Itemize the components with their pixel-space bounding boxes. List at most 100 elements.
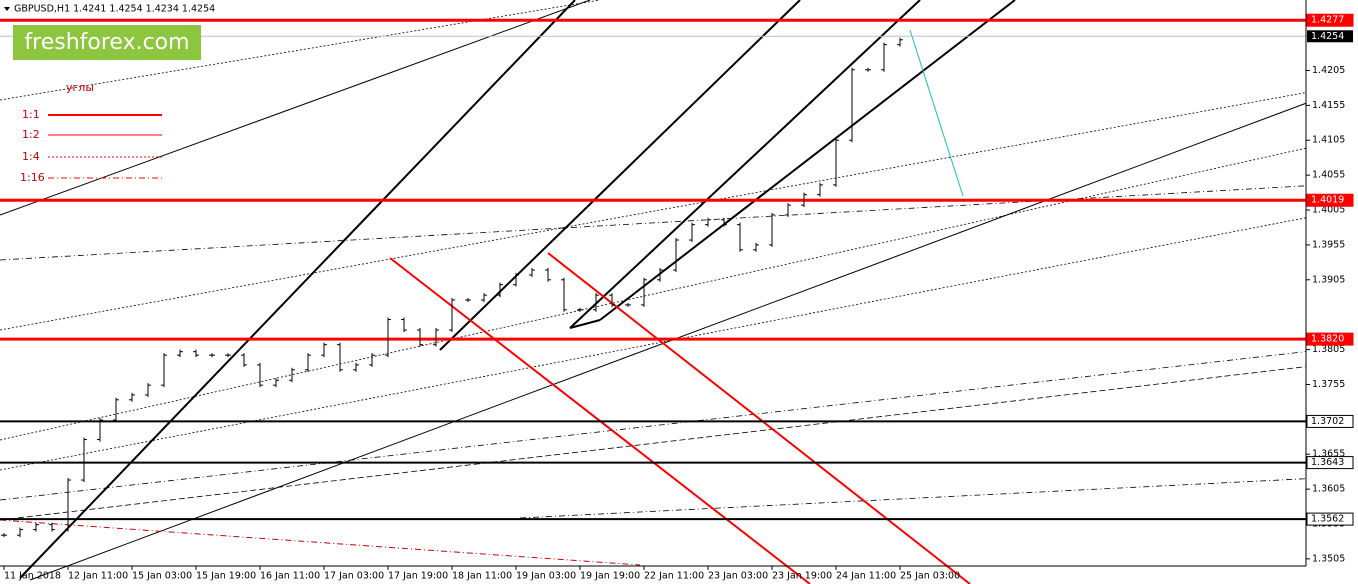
x-tick-label: 23 Jan 19:00 — [772, 571, 832, 582]
price-bar — [497, 282, 503, 298]
y-tick-label: 1.3905 — [1312, 274, 1345, 285]
x-tick-label: 23 Jan 03:00 — [708, 571, 768, 582]
level-label-box — [1306, 512, 1354, 526]
level-label: 1.4277 — [1311, 15, 1344, 26]
price-bar — [513, 272, 519, 287]
price-bar — [449, 298, 455, 333]
price-bar — [833, 138, 839, 187]
price-bar — [433, 328, 439, 347]
price-bar — [673, 238, 679, 273]
price-bar — [305, 353, 311, 372]
level-label-box — [1306, 456, 1354, 470]
price-bar — [1, 533, 7, 538]
y-tick-label: 1.3755 — [1312, 379, 1345, 390]
x-tick-label: 19 Jan 19:00 — [580, 571, 640, 582]
price-bar — [33, 522, 39, 532]
level-label: 1.3702 — [1311, 416, 1344, 427]
price-bar — [801, 192, 807, 208]
x-tick-label: 24 Jan 11:00 — [836, 571, 896, 582]
price-bar — [465, 298, 471, 303]
x-tick-label: 18 Jan 11:00 — [452, 571, 512, 582]
price-bar — [849, 67, 855, 143]
fan-line — [0, 184, 1321, 261]
legend-item: 1:2 — [22, 128, 40, 141]
level-label: 1.4019 — [1311, 195, 1344, 206]
price-bar — [625, 302, 631, 307]
fan-line — [519, 477, 1321, 519]
y-tick-label: 1.3955 — [1312, 239, 1345, 250]
price-bar — [593, 293, 599, 312]
projection-line — [909, 29, 964, 197]
current-price-label: 1.4254 — [1311, 31, 1344, 42]
x-tick-label: 17 Jan 03:00 — [324, 571, 384, 582]
menu-arrow[interactable] — [4, 7, 10, 11]
channel-line — [599, 0, 1016, 321]
x-tick-label: 12 Jan 11:00 — [68, 571, 128, 582]
price-bar — [785, 203, 791, 217]
price-bar — [225, 353, 231, 358]
level-label: 1.3562 — [1311, 514, 1344, 525]
x-tick-label: 15 Jan 03:00 — [132, 571, 192, 582]
price-bar — [417, 328, 423, 347]
channel-line — [569, 319, 601, 329]
y-tick-label: 1.4105 — [1312, 135, 1345, 146]
levels — [0, 18, 1306, 521]
axes: 1.4205 1.4155 1.4105 1.4055 1.4005 1.3955 1.39… — [3, 13, 1354, 582]
price-bar — [241, 353, 247, 367]
price-bar — [481, 293, 487, 303]
price-bar — [865, 67, 871, 72]
price-bar — [545, 268, 551, 282]
price-bar — [161, 353, 167, 388]
legend-title: углы — [66, 81, 94, 94]
price-bar — [881, 42, 887, 72]
price-bar — [657, 268, 663, 282]
red-channel-line — [547, 252, 971, 584]
price-bar — [353, 362, 359, 372]
price-bar — [369, 353, 375, 367]
logo-box — [13, 25, 201, 60]
price-bar — [753, 242, 759, 252]
price-bar — [17, 527, 23, 538]
fan-line — [0, 0, 601, 101]
price-bar — [129, 392, 135, 402]
channel-line — [569, 0, 921, 329]
price-bar — [289, 367, 295, 383]
red-fan-line — [0, 519, 641, 566]
price-bar — [529, 268, 535, 277]
y-tick-label: 1.4155 — [1312, 100, 1345, 111]
level-label-box — [1306, 332, 1354, 346]
price-bar — [721, 217, 727, 227]
y-tick-label: 1.4055 — [1312, 170, 1345, 181]
logo: freshforex.com — [24, 30, 189, 55]
legend-item: 1:1 — [22, 108, 40, 121]
price-bar — [897, 37, 903, 47]
level-label-box — [1306, 13, 1354, 27]
fan-line — [0, 349, 1321, 501]
price-bar — [257, 362, 263, 388]
x-tick-label: 11 Jan 2018 — [4, 571, 61, 582]
price-bars — [1, 37, 903, 538]
y-tick-label: 1.3505 — [1312, 553, 1345, 564]
axis-panel — [1306, 0, 1358, 584]
legend-item: 1:4 — [22, 150, 40, 163]
price-bar — [113, 397, 119, 423]
y-tick-label: 1.3605 — [1312, 484, 1345, 495]
price-bar — [385, 317, 391, 358]
level-label: 1.3643 — [1311, 457, 1344, 468]
level-label-box — [1306, 414, 1354, 428]
price-bar — [737, 222, 743, 252]
x-tick-label: 19 Jan 03:00 — [516, 571, 576, 582]
level-label-box — [1306, 193, 1354, 207]
price-bar — [273, 378, 279, 388]
price-bar — [49, 522, 55, 532]
x-tick-label: 22 Jan 11:00 — [644, 571, 704, 582]
price-bar — [577, 307, 583, 312]
y-tick-label: 1.3655 — [1312, 449, 1345, 460]
price-bar — [193, 349, 199, 358]
fan-line — [0, 144, 1321, 441]
current-price-box — [1307, 30, 1353, 43]
fan-line — [0, 364, 1321, 521]
